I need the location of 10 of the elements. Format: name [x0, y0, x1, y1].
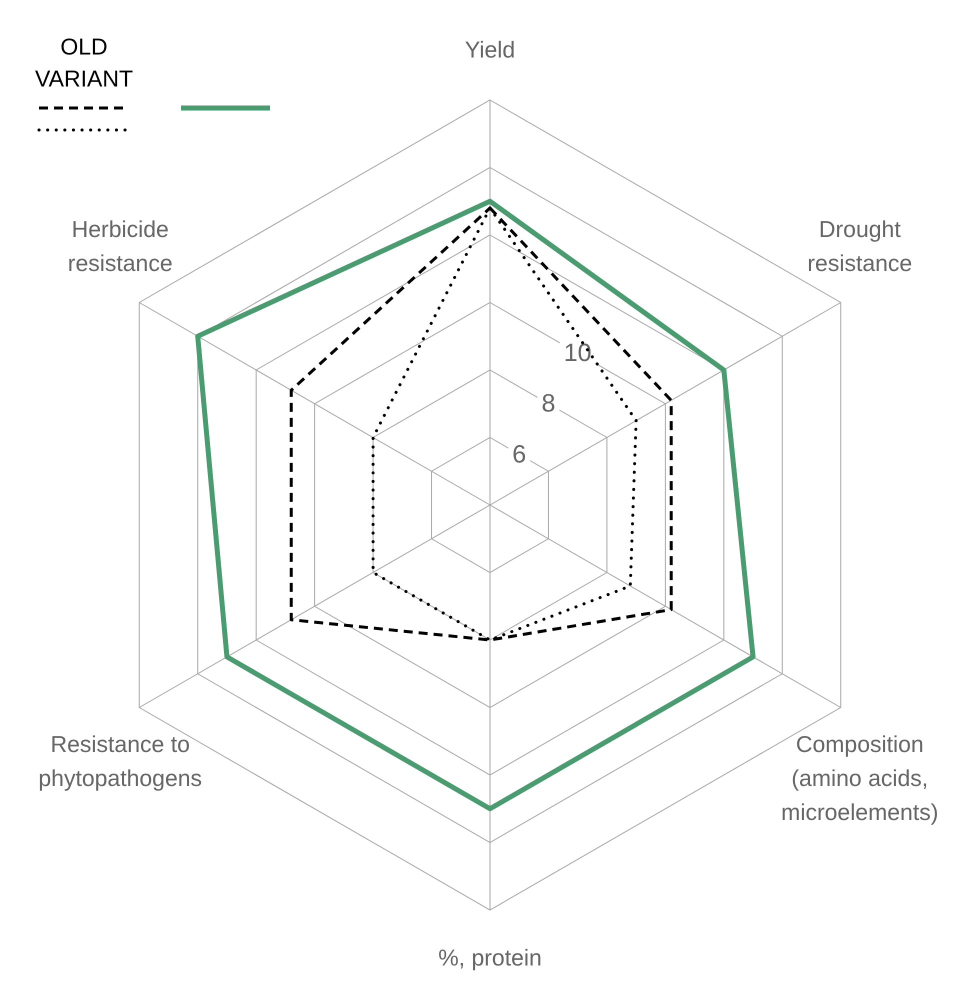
spoke-label: Resistance to phytopathogens [38, 730, 202, 791]
y-tick-label: 10 [564, 339, 592, 368]
y-tick-label: 6 [512, 440, 526, 468]
text: OLD VARIANT [35, 33, 133, 92]
spoke-label: %, protein [438, 944, 542, 970]
y-tick-label: 8 [542, 390, 556, 418]
spoke-label: Yield [464, 36, 516, 62]
spoke-label: Drought resistance [807, 216, 912, 276]
spoke-label: Composition (amino acids, microelements) [781, 730, 938, 825]
spoke-label: Herbicide resistance [68, 216, 173, 276]
